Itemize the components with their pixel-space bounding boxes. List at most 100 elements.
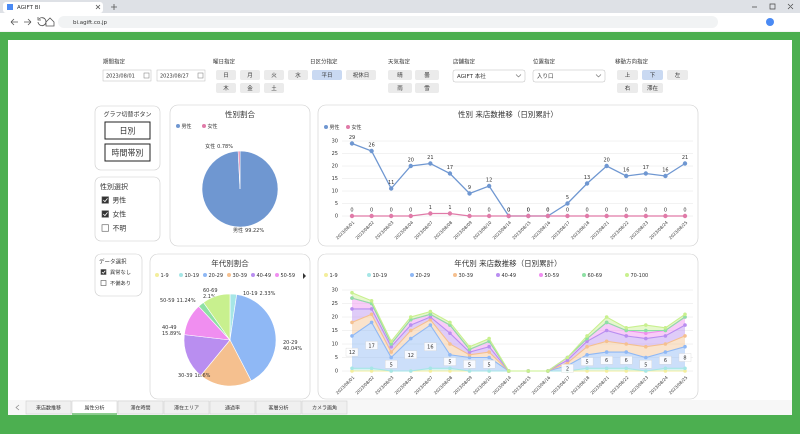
data-point: [408, 369, 413, 373]
data-point: [663, 366, 668, 371]
filter-button[interactable]: [264, 70, 284, 80]
sheet-tab-label: 客層分析: [268, 405, 288, 412]
data-point: [643, 213, 649, 219]
sheet-tab[interactable]: [117, 400, 164, 415]
filter-button[interactable]: [642, 70, 663, 80]
filter-button[interactable]: [388, 83, 412, 93]
data-point: [389, 344, 393, 349]
legend-swatch: [251, 273, 255, 277]
data-point: [585, 366, 589, 371]
filter-button[interactable]: [240, 83, 260, 93]
legend-swatch: [367, 273, 371, 277]
filter-button[interactable]: [216, 70, 236, 80]
data-point: [663, 334, 668, 338]
data-point: [585, 353, 589, 357]
data-point: [349, 213, 355, 219]
filter-button[interactable]: [216, 83, 236, 93]
data-label: 16: [662, 168, 668, 174]
y-tick-label: 15: [332, 328, 338, 334]
data-label: 0: [664, 208, 667, 214]
filter-button[interactable]: [415, 70, 439, 80]
checkbox[interactable]: [100, 269, 107, 275]
filter-button[interactable]: [388, 70, 412, 80]
data-point: [467, 191, 472, 196]
data-label: 0: [468, 208, 471, 214]
sheet-tab-label: 滞在エリア: [174, 405, 199, 412]
checkbox[interactable]: [101, 196, 109, 204]
data-label: 11: [388, 180, 394, 186]
legend-pager[interactable]: [303, 273, 306, 279]
data-label-box: [580, 357, 594, 366]
sheet-tab[interactable]: [209, 400, 256, 415]
tab-scroll[interactable]: [15, 404, 20, 411]
data-label-box: [443, 357, 457, 366]
data-point: [644, 328, 648, 333]
data-point: [350, 334, 354, 338]
sheet-tab[interactable]: [163, 400, 210, 415]
filter-button[interactable]: [617, 83, 638, 93]
nav-buttons[interactable]: [10, 17, 55, 27]
filter-button[interactable]: [617, 70, 638, 80]
filter-button-label: 上: [625, 71, 631, 79]
legend-label: 10-19: [373, 273, 388, 279]
browser-tab[interactable]: [3, 2, 103, 13]
pie-slice: [237, 150, 241, 190]
data-point: [467, 347, 472, 352]
data-label-box: [482, 360, 496, 369]
address-bar[interactable]: [58, 16, 718, 28]
date-input[interactable]: [156, 69, 206, 82]
checkbox[interactable]: [101, 224, 109, 232]
data-point: [467, 369, 472, 373]
graph-switch-label: 日別: [120, 127, 136, 136]
filter-button[interactable]: [667, 70, 688, 80]
slice-label: 40-49 15.89%: [162, 325, 181, 337]
data-point: [350, 307, 354, 311]
legend-label: 30-39: [459, 273, 474, 279]
checkbox[interactable]: [101, 210, 109, 218]
sheet-tab[interactable]: [301, 400, 348, 415]
data-label: 5: [468, 362, 471, 368]
data-point: [506, 369, 511, 373]
data-point: [663, 326, 668, 330]
checkbox[interactable]: [100, 280, 107, 286]
date-input[interactable]: [102, 69, 152, 82]
select-box[interactable]: [452, 69, 526, 83]
data-label: 5: [644, 362, 647, 368]
filter-button[interactable]: [264, 83, 284, 93]
filter-button[interactable]: [415, 83, 439, 93]
filter-button[interactable]: [642, 83, 663, 93]
data-label: 13: [584, 175, 590, 181]
data-point: [369, 307, 374, 311]
data-point: [565, 361, 570, 365]
sheet-tab[interactable]: [255, 400, 302, 415]
data-label: 17: [447, 165, 453, 171]
graph-switch-button[interactable]: [104, 121, 151, 140]
graph-switch-button[interactable]: [104, 143, 151, 162]
filter-button[interactable]: [312, 70, 342, 80]
data-point: [369, 320, 374, 325]
filter-button-label: 日: [223, 72, 229, 79]
profile-avatar[interactable]: [766, 18, 774, 26]
data-point: [350, 296, 354, 300]
data-label: 0: [507, 208, 510, 214]
data-label: 0: [350, 208, 353, 214]
data-label: 16: [623, 168, 629, 174]
data-label: 26: [368, 143, 374, 149]
filter-button[interactable]: [346, 70, 376, 80]
data-point: [683, 334, 687, 338]
filter-button[interactable]: [288, 70, 308, 80]
data-point: [624, 334, 629, 338]
area-fill: [352, 314, 685, 371]
series-line: [351, 292, 686, 372]
filter-button[interactable]: [240, 70, 260, 80]
select-box[interactable]: [532, 69, 606, 83]
pie-slice: [203, 293, 231, 341]
y-tick-label: 15: [332, 176, 338, 182]
data-point: [486, 213, 492, 219]
data-point: [408, 328, 413, 333]
data-point: [350, 366, 354, 371]
data-point: [663, 342, 668, 346]
sheet-tab[interactable]: [25, 400, 72, 415]
legend-label: 10-19: [185, 273, 200, 279]
